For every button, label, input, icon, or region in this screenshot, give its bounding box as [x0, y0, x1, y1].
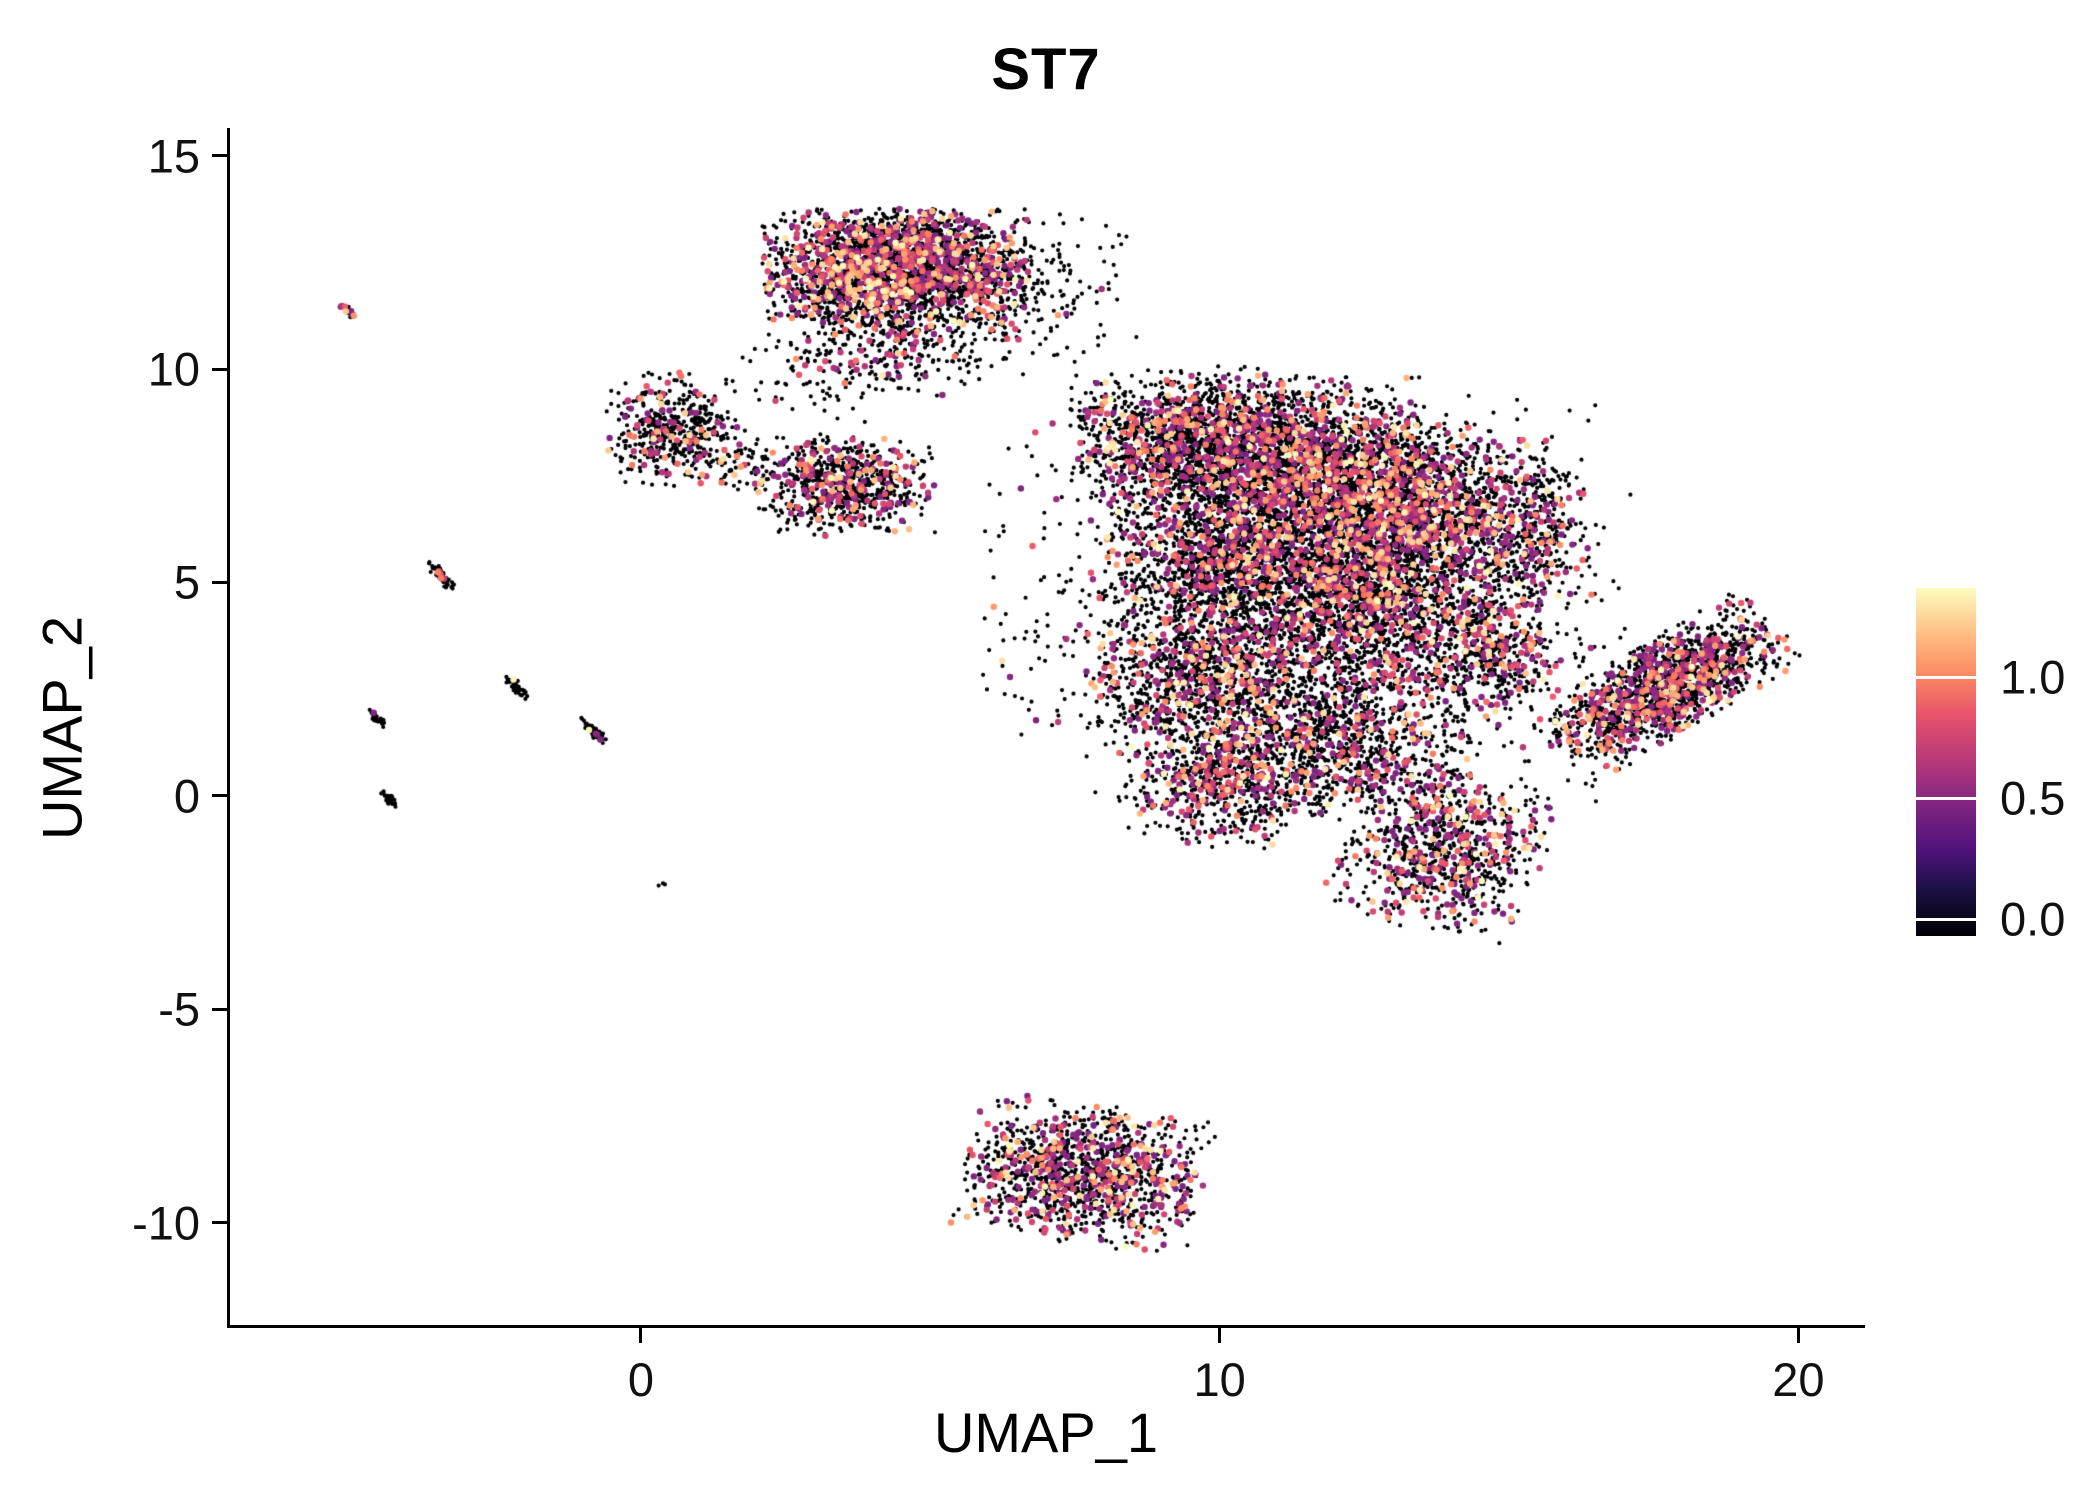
y-tick-label: 0 — [173, 769, 200, 823]
y-tick-label: 5 — [173, 555, 200, 609]
y-axis-line — [227, 128, 230, 1328]
y-tick-label: -5 — [158, 982, 200, 1036]
colorbar-tick-mark — [1916, 796, 1976, 800]
x-axis-tick — [639, 1328, 643, 1343]
y-axis-tick — [212, 1007, 227, 1011]
x-tick-label: 20 — [1772, 1353, 1825, 1406]
colorbar-tick-mark — [1916, 917, 1976, 921]
x-axis-tick — [1218, 1328, 1222, 1343]
x-axis-tick — [1796, 1328, 1800, 1343]
colorbar-tick-label: 1.0 — [2000, 650, 2066, 704]
y-axis-tick — [212, 367, 227, 371]
x-tick-label: 10 — [1193, 1353, 1246, 1406]
colorbar-tick-mark — [1916, 675, 1976, 679]
y-tick-label: 10 — [147, 342, 200, 396]
plot-title: ST7 — [991, 37, 1101, 102]
y-axis-tick — [212, 154, 227, 158]
y-tick-label: -10 — [132, 1196, 200, 1250]
colorbar-tick-label: 0.0 — [2000, 892, 2066, 946]
colorbar-gradient — [1916, 588, 1976, 936]
x-axis-title: UMAP_1 — [933, 1401, 1159, 1464]
x-axis-line — [227, 1325, 1865, 1328]
y-tick-label: 15 — [147, 129, 200, 183]
y-axis-tick — [212, 794, 227, 798]
x-tick-label: 0 — [627, 1353, 654, 1406]
y-axis-tick — [212, 580, 227, 584]
colorbar-tick-label: 0.5 — [2000, 771, 2066, 825]
y-axis-tick — [212, 1221, 227, 1225]
